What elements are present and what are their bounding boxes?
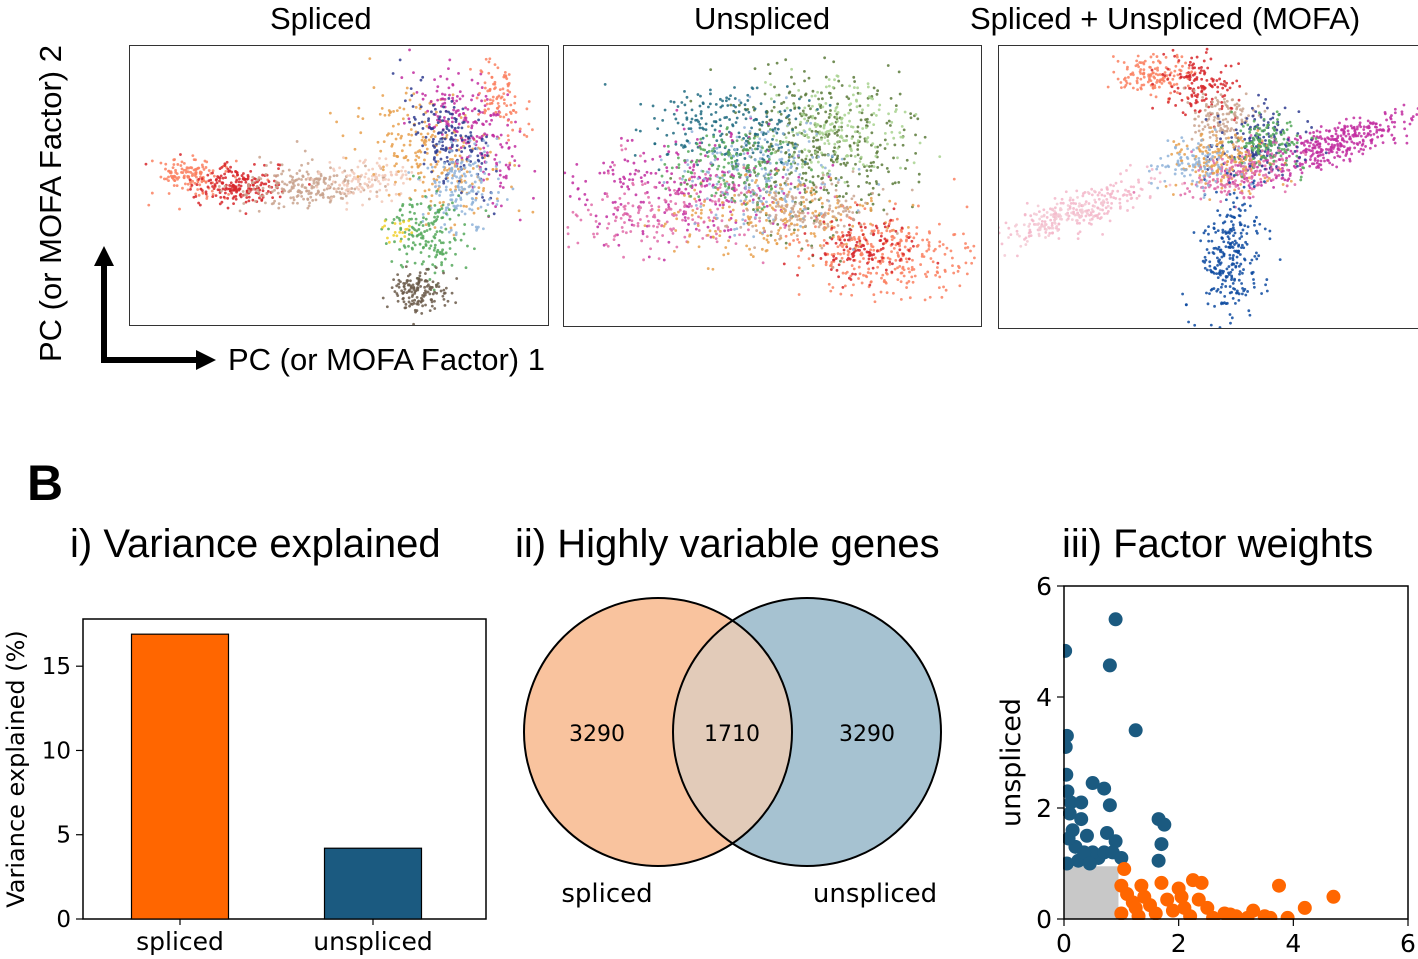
y-tick-label: 6 xyxy=(1036,572,1052,601)
point-spliced xyxy=(1114,878,1129,893)
y-tick-label: 2 xyxy=(1036,794,1052,823)
scatter-mofa xyxy=(998,45,1418,329)
point-unspliced xyxy=(1157,817,1172,832)
point-spliced xyxy=(1148,906,1163,921)
venn-count-unspliced-only: 3290 xyxy=(839,722,895,747)
point-unspliced xyxy=(1151,853,1166,868)
point-unspliced xyxy=(1102,798,1117,813)
panel-a-title-mofa: Spliced + Unspliced (MOFA) xyxy=(970,1,1361,36)
x-tick-label: 4 xyxy=(1285,929,1301,958)
point-spliced xyxy=(1160,892,1175,907)
point-spliced xyxy=(1297,900,1312,915)
point-spliced xyxy=(1174,889,1189,904)
unspliced-cells xyxy=(564,56,976,304)
x-tick-label-unspliced: unspliced xyxy=(313,927,432,956)
point-unspliced xyxy=(1102,658,1117,673)
venn-overlap xyxy=(673,598,792,866)
venn-count-spliced-only: 3290 xyxy=(569,722,625,747)
point-unspliced xyxy=(1097,781,1112,796)
venn-count-overlap: 1710 xyxy=(704,722,760,747)
point-spliced xyxy=(1137,889,1152,904)
point-spliced xyxy=(1272,878,1286,893)
y-tick-label: 0 xyxy=(1036,905,1052,934)
point-spliced xyxy=(1191,892,1206,907)
panel-a-title-unspliced: Unspliced xyxy=(694,1,831,36)
point-unspliced xyxy=(1114,850,1129,865)
bar-plot-frame xyxy=(82,618,487,920)
point-spliced xyxy=(1165,903,1180,918)
weights-y-axis-label: unspliced xyxy=(996,698,1027,827)
scatter-spliced xyxy=(129,45,549,326)
weights-title: iii) Factor weights xyxy=(1062,522,1374,566)
spliced-cells xyxy=(144,48,537,325)
point-unspliced xyxy=(1063,795,1078,810)
x-tick-label: 6 xyxy=(1400,929,1416,958)
point-unspliced xyxy=(1128,723,1143,738)
panel-b-label: B xyxy=(27,455,64,511)
variance-title: i) Variance explained xyxy=(70,522,441,566)
point-unspliced xyxy=(1061,831,1076,846)
point-unspliced xyxy=(1062,806,1077,821)
point-unspliced xyxy=(1108,834,1123,849)
point-unspliced xyxy=(1108,612,1123,627)
hvg-venn-diagram: 3290 1710 3290 spliced unspliced xyxy=(523,597,942,909)
point-spliced xyxy=(1326,889,1341,904)
scatter-unspliced xyxy=(563,45,982,327)
point-unspliced xyxy=(1100,825,1114,840)
point-spliced xyxy=(1114,906,1129,921)
venn-label-spliced: spliced xyxy=(561,879,652,909)
bar-spliced xyxy=(130,633,230,920)
point-unspliced xyxy=(1074,795,1089,810)
x-tick-label: 2 xyxy=(1171,929,1187,958)
panel-a-title-spliced: Spliced xyxy=(270,1,372,36)
point-unspliced xyxy=(1074,812,1089,827)
mofa-cells xyxy=(999,47,1418,328)
point-spliced xyxy=(1194,875,1209,890)
venn-label-unspliced: unspliced xyxy=(813,879,937,909)
panel-a-y-axis-label: PC (or MOFA Factor) 2 xyxy=(33,45,68,362)
y-tick-label: 15 xyxy=(42,654,71,680)
variance-bar-chart: spliced unspliced 0 5 10 15 Variance explained… xyxy=(2,618,487,956)
point-unspliced xyxy=(1085,776,1100,791)
y-tick-label: 5 xyxy=(56,823,71,849)
factor-weights-scatter: 0 2 4 6 0 2 4 6 unspliced xyxy=(990,570,1418,959)
bar-y-axis-label: Variance explained (%) xyxy=(2,630,30,908)
weights-plot-frame xyxy=(1063,585,1409,920)
y-tick-label: 0 xyxy=(56,907,71,933)
point-unspliced xyxy=(1079,828,1094,843)
point-unspliced xyxy=(1154,837,1169,852)
near-zero-region xyxy=(1064,866,1119,919)
point-spliced xyxy=(1154,875,1169,890)
x-tick-label: 0 xyxy=(1056,929,1072,958)
axis-arrows xyxy=(94,246,216,370)
point-spliced xyxy=(1128,900,1143,915)
point-spliced xyxy=(1134,878,1149,893)
point-unspliced xyxy=(1077,845,1092,860)
point-unspliced xyxy=(1082,856,1097,871)
panel-a-x-axis-label: PC (or MOFA Factor) 1 xyxy=(228,342,545,377)
hvg-title: ii) Highly variable genes xyxy=(515,522,940,566)
bar-unspliced xyxy=(323,847,423,920)
y-tick-label: 10 xyxy=(42,738,71,764)
y-tick-label: 4 xyxy=(1036,683,1052,712)
x-tick-label-spliced: spliced xyxy=(136,927,224,956)
point-spliced xyxy=(1223,907,1238,922)
point-spliced xyxy=(1117,862,1132,877)
